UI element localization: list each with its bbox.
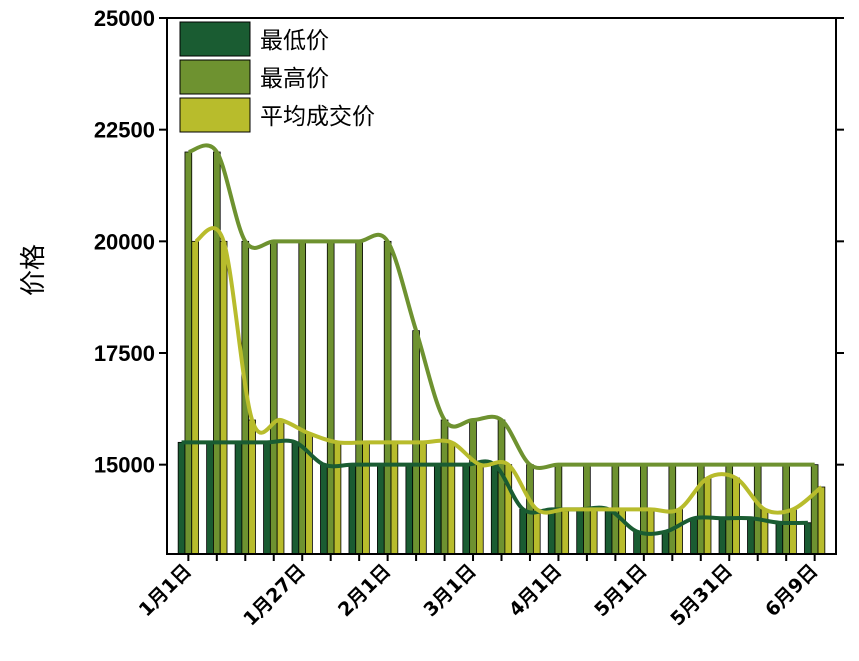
trend-line-3 — [194, 226, 823, 515]
bar-2-2 — [213, 151, 221, 555]
bar-1-8 — [377, 464, 385, 555]
x-tick-label: 6月9日 — [761, 560, 822, 621]
bar-1-21 — [747, 517, 755, 555]
bar-3-3 — [248, 419, 256, 555]
bar-2-13 — [526, 464, 534, 555]
bar-1-6 — [320, 464, 328, 555]
bar-2-19 — [696, 464, 705, 555]
bar-1-17 — [633, 531, 641, 555]
bar-1-23 — [804, 522, 812, 555]
bar-1-4 — [263, 441, 271, 555]
bar-3-9 — [419, 441, 427, 555]
bar-1-5 — [291, 441, 300, 555]
x-tick-label: 1月1日 — [135, 560, 196, 621]
legend-swatch-1 — [179, 21, 251, 57]
x-tick-label: 3月1日 — [419, 560, 480, 621]
bar-2-12 — [497, 419, 506, 555]
y-axis-label: 价格 — [19, 244, 49, 296]
trend-lines-layer — [181, 143, 823, 536]
y-tick-label: 25000 — [94, 6, 155, 31]
bar-3-8 — [390, 441, 399, 555]
legend-label-1: 最低价 — [260, 28, 329, 54]
bar-3-18 — [675, 508, 683, 555]
x-tick-label: 2月1日 — [334, 560, 395, 621]
legend-label-3: 平均成交价 — [260, 104, 375, 130]
bar-1-15 — [576, 508, 584, 555]
bar-1-18 — [661, 531, 670, 555]
bar-3-21 — [760, 508, 769, 555]
bar-1-3 — [234, 441, 243, 555]
bar-3-14 — [561, 508, 570, 555]
legend-swatch-3 — [179, 97, 251, 133]
bar-3-7 — [362, 441, 370, 555]
trend-line-2 — [187, 143, 815, 470]
bar-1-16 — [604, 508, 613, 555]
bar-1-10 — [433, 464, 442, 555]
bar-1-2 — [206, 441, 214, 555]
bar-1-19 — [690, 517, 698, 555]
bar-2-1 — [184, 151, 193, 555]
bar-2-8 — [383, 240, 392, 555]
bar-3-23 — [817, 486, 826, 555]
bar-2-23 — [810, 464, 819, 555]
bar-1-1 — [177, 441, 186, 555]
x-tick-label: 5月31日 — [666, 560, 736, 630]
x-tick-label: 4月1日 — [505, 560, 566, 621]
y-tick-label: 22500 — [94, 118, 155, 143]
bar-2-6 — [326, 240, 335, 555]
bar-3-13 — [532, 508, 541, 555]
bar-2-11 — [469, 419, 477, 555]
bars-layer — [177, 151, 826, 555]
bar-1-11 — [462, 464, 471, 555]
bar-1-13 — [519, 508, 527, 555]
y-axis: 15000 17500 20000 22500 25000 — [94, 6, 844, 478]
bar-2-4 — [269, 240, 278, 555]
legend-label-2: 最高价 — [260, 66, 329, 92]
bar-1-20 — [718, 517, 727, 555]
y-tick-label: 20000 — [94, 229, 155, 254]
bar-2-21 — [753, 464, 762, 555]
bar-1-22 — [775, 522, 784, 555]
bar-3-1 — [191, 240, 199, 555]
x-tick-label: 1月27日 — [239, 560, 309, 630]
bar-3-10 — [447, 441, 456, 555]
bar-3-11 — [476, 464, 484, 555]
bar-3-2 — [219, 240, 228, 555]
bar-1-7 — [348, 464, 357, 555]
legend-swatch-2 — [179, 59, 251, 95]
bar-1-9 — [405, 464, 414, 555]
bar-3-6 — [333, 441, 342, 555]
y-tick-label: 17500 — [94, 341, 155, 366]
bar-2-5 — [298, 240, 307, 555]
y-tick-label: 15000 — [94, 453, 155, 478]
x-tick-label: 5月1日 — [590, 560, 651, 621]
x-axis: 1月1日 1月27日 2月1日 3月1日 4月1日 5月1日 5月31日 6月9日 — [135, 554, 822, 630]
bar-3-22 — [789, 508, 797, 555]
bar-3-15 — [589, 508, 598, 555]
bar-1-12 — [490, 464, 499, 555]
bar-1-14 — [547, 508, 556, 555]
bar-2-7 — [355, 240, 363, 555]
